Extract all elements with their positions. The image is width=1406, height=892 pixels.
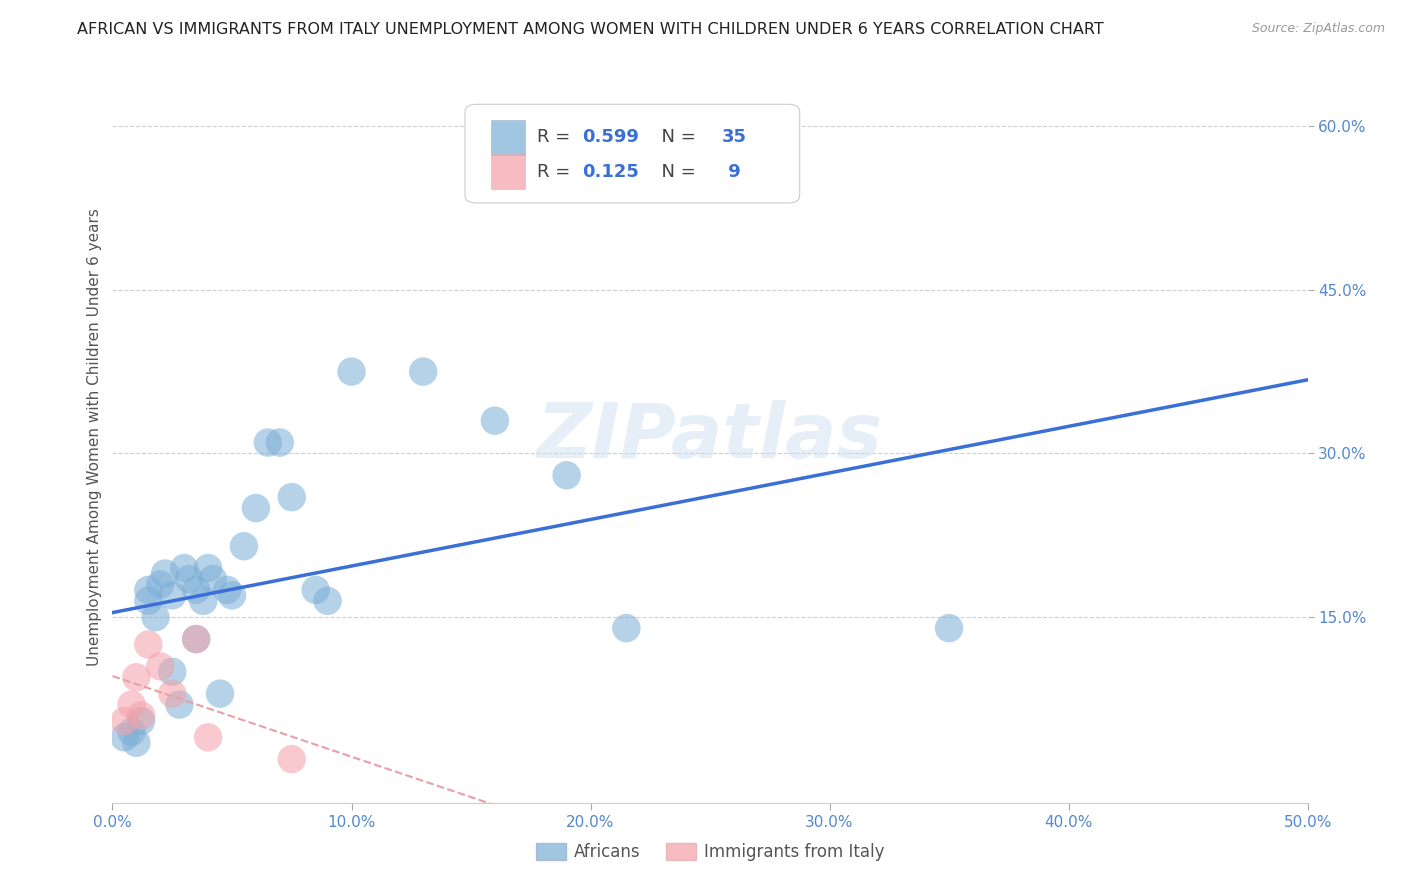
Point — [201, 572, 224, 586]
Point — [114, 731, 135, 745]
Point — [269, 435, 291, 450]
Text: Source: ZipAtlas.com: Source: ZipAtlas.com — [1251, 22, 1385, 36]
Point — [149, 577, 172, 591]
Point — [316, 594, 339, 608]
Point — [197, 561, 219, 575]
Point — [162, 687, 183, 701]
Point — [162, 588, 183, 602]
Point — [209, 687, 232, 701]
Text: AFRICAN VS IMMIGRANTS FROM ITALY UNEMPLOYMENT AMONG WOMEN WITH CHILDREN UNDER 6 : AFRICAN VS IMMIGRANTS FROM ITALY UNEMPLO… — [77, 22, 1104, 37]
FancyBboxPatch shape — [491, 154, 524, 189]
Point — [186, 582, 208, 597]
Point — [121, 724, 143, 739]
Point — [938, 621, 960, 635]
Y-axis label: Unemployment Among Women with Children Under 6 years: Unemployment Among Women with Children U… — [87, 208, 103, 666]
Point — [484, 414, 506, 428]
Point — [233, 539, 256, 553]
Point — [197, 731, 219, 745]
Text: R =: R = — [537, 162, 575, 180]
Point — [412, 365, 434, 379]
Point — [340, 365, 363, 379]
Point — [193, 594, 215, 608]
Point — [145, 610, 167, 624]
Point — [186, 632, 208, 646]
Text: ZIPatlas: ZIPatlas — [537, 401, 883, 474]
Text: 35: 35 — [723, 128, 747, 146]
Point — [186, 632, 208, 646]
Text: N =: N = — [650, 162, 702, 180]
Point — [281, 752, 304, 766]
Point — [125, 736, 148, 750]
Point — [149, 659, 172, 673]
Point — [114, 714, 135, 728]
Point — [129, 708, 152, 723]
Point — [138, 594, 160, 608]
FancyBboxPatch shape — [491, 120, 524, 154]
Point — [162, 665, 183, 679]
Text: R =: R = — [537, 128, 575, 146]
Text: N =: N = — [650, 128, 702, 146]
Point — [169, 698, 191, 712]
Point — [616, 621, 638, 635]
Point — [153, 566, 176, 581]
Point — [221, 588, 243, 602]
Text: 9: 9 — [723, 162, 741, 180]
Point — [555, 468, 578, 483]
Point — [245, 501, 267, 516]
Point — [138, 582, 160, 597]
Text: 0.599: 0.599 — [582, 128, 640, 146]
Point — [305, 582, 328, 597]
Point — [138, 638, 160, 652]
Point — [257, 435, 280, 450]
Legend: Africans, Immigrants from Italy: Africans, Immigrants from Italy — [529, 836, 891, 868]
Point — [125, 670, 148, 684]
FancyBboxPatch shape — [465, 104, 800, 203]
Point — [177, 572, 200, 586]
Point — [217, 582, 239, 597]
Text: 0.125: 0.125 — [582, 162, 640, 180]
Point — [281, 490, 304, 504]
Point — [121, 698, 143, 712]
Point — [173, 561, 195, 575]
Point — [129, 714, 152, 728]
